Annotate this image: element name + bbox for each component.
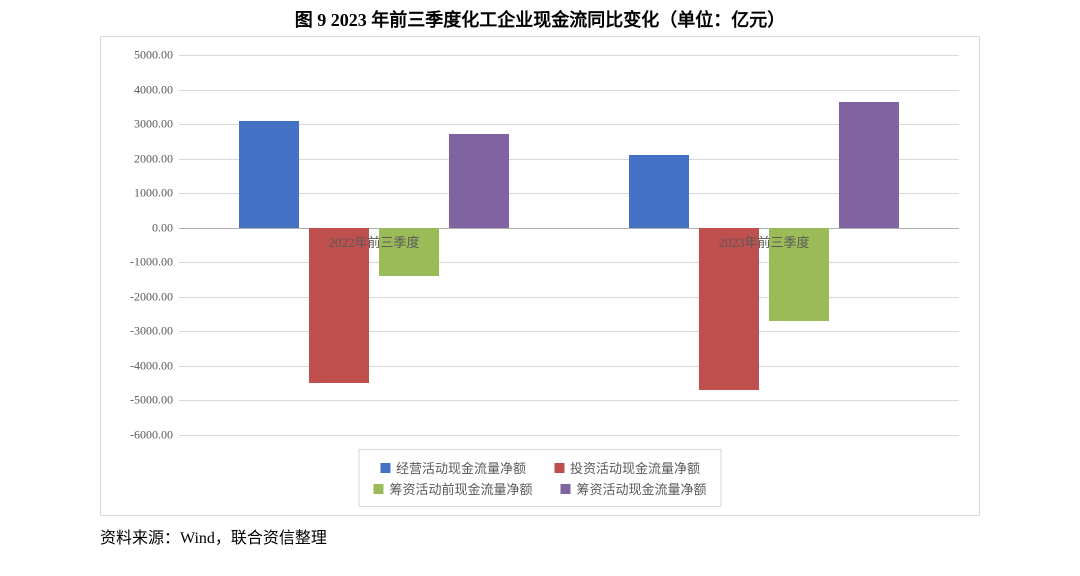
y-tick-label: -3000.00	[130, 324, 179, 339]
gridline	[179, 297, 959, 298]
legend-swatch	[373, 484, 383, 494]
y-tick-label: 5000.00	[134, 48, 179, 63]
y-tick-label: -4000.00	[130, 358, 179, 373]
gridline	[179, 55, 959, 56]
y-tick-label: 0.00	[152, 220, 179, 235]
bar	[839, 102, 899, 228]
y-tick-label: -6000.00	[130, 428, 179, 443]
legend-swatch	[554, 463, 564, 473]
y-tick-label: 1000.00	[134, 186, 179, 201]
bar	[309, 228, 369, 383]
gridline	[179, 331, 959, 332]
legend-label: 筹资活动现金流量净额	[577, 479, 707, 498]
legend-label: 经营活动现金流量净额	[396, 458, 526, 477]
bar	[699, 228, 759, 390]
legend-label: 筹资活动前现金流量净额	[389, 479, 532, 498]
legend-item: 筹资活动前现金流量净额	[373, 479, 532, 498]
y-tick-label: -5000.00	[130, 393, 179, 408]
y-tick-label: 3000.00	[134, 117, 179, 132]
legend-swatch	[561, 484, 571, 494]
bar	[239, 121, 299, 228]
plot-area: 5000.004000.003000.002000.001000.000.00-…	[179, 55, 959, 435]
legend-item: 筹资活动现金流量净额	[561, 479, 707, 498]
bar	[449, 134, 509, 227]
y-tick-label: -2000.00	[130, 289, 179, 304]
legend-item: 经营活动现金流量净额	[380, 458, 526, 477]
y-tick-label: 2000.00	[134, 151, 179, 166]
source-text: 资料来源：Wind，联合资信整理	[100, 524, 327, 548]
chart-frame: 5000.00 4000.00 3000.00 2000.00 1000.00 0.00 -…	[100, 36, 980, 516]
gridline	[179, 90, 959, 91]
legend-item: 投资活动现金流量净额	[554, 458, 700, 477]
chart-title: 图 9 2023 年前三季度化工企业现金流同比变化（单位：亿元）	[0, 6, 1080, 32]
bar	[629, 155, 689, 228]
gridline	[179, 435, 959, 436]
y-tick-label: 4000.00	[134, 82, 179, 97]
gridline	[179, 366, 959, 367]
x-category-label: 2022年前三季度	[328, 232, 419, 251]
legend-label: 投资活动现金流量净额	[570, 458, 700, 477]
legend: 经营活动现金流量净额 投资活动现金流量净额筹资活动前现金流量净额 筹资活动现金流量净…	[358, 449, 721, 507]
legend-swatch	[380, 463, 390, 473]
gridline	[179, 262, 959, 263]
y-tick-label: -1000.00	[130, 255, 179, 270]
x-category-label: 2023年前三季度	[718, 232, 809, 251]
gridline	[179, 400, 959, 401]
gridline	[179, 228, 959, 229]
